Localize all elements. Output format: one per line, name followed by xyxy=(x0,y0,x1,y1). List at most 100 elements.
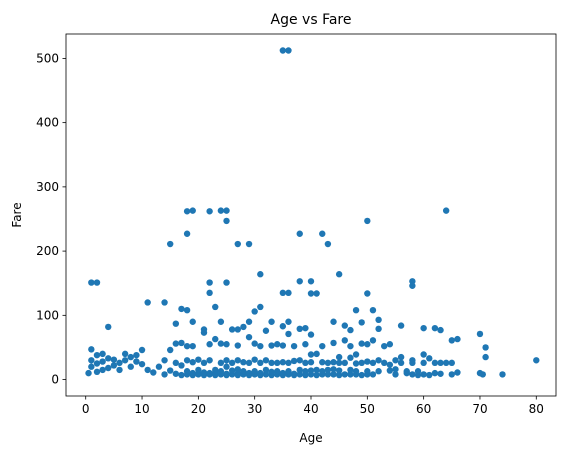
data-point xyxy=(110,356,118,363)
data-point xyxy=(217,207,225,214)
data-point xyxy=(302,324,309,332)
data-point xyxy=(414,368,422,375)
data-point xyxy=(189,207,196,214)
data-point xyxy=(290,357,298,365)
data-point xyxy=(364,358,371,365)
data-point xyxy=(476,330,484,338)
data-point xyxy=(420,351,427,358)
data-point xyxy=(88,363,95,370)
data-point xyxy=(167,346,174,354)
data-point xyxy=(251,308,258,315)
data-point xyxy=(397,322,405,329)
data-point xyxy=(88,346,95,353)
data-point xyxy=(110,362,118,369)
data-point xyxy=(234,342,241,349)
data-point xyxy=(200,369,208,376)
data-point xyxy=(234,326,241,333)
data-point xyxy=(409,371,416,378)
data-point xyxy=(296,278,303,285)
data-point xyxy=(358,340,365,347)
data-point xyxy=(245,359,253,367)
data-point xyxy=(335,367,343,374)
data-point xyxy=(296,371,303,378)
data-point xyxy=(386,361,394,368)
data-point xyxy=(234,357,241,364)
data-point xyxy=(240,323,247,331)
data-point xyxy=(392,371,399,378)
data-point xyxy=(217,359,225,367)
data-point xyxy=(133,351,140,359)
data-point xyxy=(257,359,264,367)
data-point xyxy=(121,357,129,364)
data-point xyxy=(116,366,123,374)
x-tick-label: 20 xyxy=(191,402,206,416)
x-tick-label: 70 xyxy=(472,402,487,416)
data-point xyxy=(223,341,230,348)
data-point xyxy=(324,366,332,374)
data-point xyxy=(223,357,230,364)
data-point xyxy=(319,230,326,237)
data-point xyxy=(200,329,208,336)
data-point xyxy=(251,368,258,375)
data-point xyxy=(206,341,213,348)
data-point xyxy=(133,358,140,365)
data-point xyxy=(369,371,377,378)
data-point xyxy=(307,359,315,366)
data-point xyxy=(178,339,185,347)
data-point xyxy=(296,357,303,364)
data-point xyxy=(482,344,489,351)
data-point xyxy=(228,367,236,374)
data-point xyxy=(307,278,315,285)
data-point xyxy=(285,330,292,338)
data-point xyxy=(234,366,241,373)
data-point xyxy=(285,289,292,297)
data-point xyxy=(409,278,416,285)
data-point xyxy=(105,323,112,331)
data-point xyxy=(257,369,264,377)
x-tick-label: 10 xyxy=(134,402,149,416)
data-point xyxy=(454,369,461,376)
data-point xyxy=(161,357,168,364)
data-point xyxy=(172,340,180,347)
data-point xyxy=(479,371,486,378)
data-point xyxy=(352,306,360,314)
data-point xyxy=(375,357,382,364)
data-point xyxy=(341,371,348,378)
data-point xyxy=(178,305,185,313)
data-point xyxy=(245,318,253,325)
x-tick-label: 50 xyxy=(360,402,375,416)
data-point xyxy=(228,359,236,367)
data-point xyxy=(330,318,337,325)
data-point xyxy=(364,290,371,297)
data-point xyxy=(386,341,394,348)
data-point xyxy=(448,359,455,367)
data-point xyxy=(448,337,455,344)
data-point xyxy=(251,356,258,363)
data-point xyxy=(144,299,151,306)
data-point xyxy=(88,357,95,364)
data-point xyxy=(144,366,151,374)
data-point xyxy=(274,359,281,367)
points-layer xyxy=(85,47,540,379)
data-point xyxy=(88,279,95,286)
data-point xyxy=(431,369,439,377)
data-point xyxy=(234,240,241,248)
data-point xyxy=(290,342,298,350)
data-point xyxy=(330,339,337,347)
data-point xyxy=(206,279,213,286)
x-axis-label: Age xyxy=(299,431,322,445)
data-point xyxy=(330,366,337,373)
x-axis-ticks: 0 10 20 30 40 50 60 70 80 xyxy=(82,396,544,416)
data-point xyxy=(172,370,180,377)
data-point xyxy=(375,325,382,333)
data-point xyxy=(386,367,394,374)
data-point xyxy=(138,346,146,354)
data-point xyxy=(279,369,287,377)
data-point xyxy=(217,368,225,375)
data-point xyxy=(285,318,292,325)
data-point xyxy=(341,337,348,344)
data-point xyxy=(369,359,377,367)
data-point xyxy=(296,230,303,237)
data-point xyxy=(352,351,360,358)
